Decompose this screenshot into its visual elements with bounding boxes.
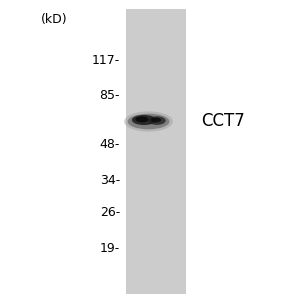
Text: CCT7: CCT7	[201, 112, 245, 130]
Text: 19-: 19-	[100, 242, 120, 256]
Text: 34-: 34-	[100, 173, 120, 187]
Ellipse shape	[132, 115, 156, 125]
Text: 117-: 117-	[92, 53, 120, 67]
Bar	[126, 9, 186, 294]
Ellipse shape	[124, 111, 173, 132]
Text: 85-: 85-	[100, 89, 120, 103]
Text: 48-: 48-	[100, 137, 120, 151]
Ellipse shape	[148, 116, 166, 125]
Ellipse shape	[135, 116, 148, 122]
Text: 26-: 26-	[100, 206, 120, 220]
Text: (kD): (kD)	[41, 13, 67, 26]
Ellipse shape	[128, 114, 170, 129]
Ellipse shape	[151, 118, 161, 122]
